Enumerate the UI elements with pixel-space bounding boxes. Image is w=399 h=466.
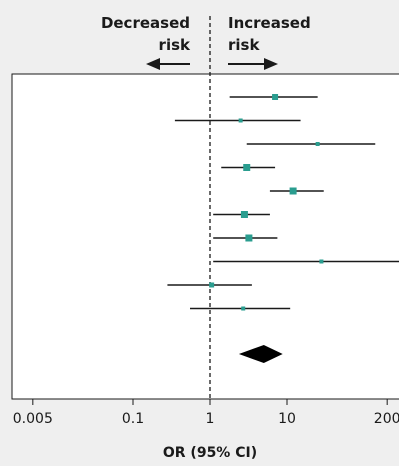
increased-risk-label-line1: Increased [228, 14, 311, 32]
x-tick-label: 0.005 [13, 411, 53, 427]
study-point-estimate [315, 142, 320, 146]
pooled-estimate-diamond [238, 345, 283, 363]
decreased-risk-label-line2: risk [159, 36, 191, 54]
decreased-arrow [146, 58, 190, 70]
x-tick-label: 10 [278, 411, 296, 427]
x-tick-label: 0.1 [122, 411, 144, 427]
study-estimates [167, 94, 399, 363]
study-point-estimate [319, 259, 324, 264]
plot-panel [11, 73, 399, 400]
study-point-estimate [272, 94, 279, 100]
study-point-estimate [243, 164, 251, 171]
study-point-estimate [209, 282, 215, 288]
decreased-risk-label-line1: Decreased [101, 14, 190, 32]
study-point-estimate [245, 234, 253, 242]
x-axis-title: OR (95% CI) [163, 445, 257, 461]
study-point-estimate [240, 211, 248, 218]
x-ticks: 0.005 0.1 1 10 200 [13, 399, 399, 427]
x-tick-label: 200 [374, 411, 399, 427]
increased-risk-label-line2: risk [228, 36, 260, 54]
x-tick-label: 1 [206, 411, 215, 427]
study-point-estimate [289, 187, 297, 195]
study-point-estimate [241, 306, 246, 311]
study-point-estimate [238, 118, 243, 123]
increased-arrow [228, 58, 278, 70]
